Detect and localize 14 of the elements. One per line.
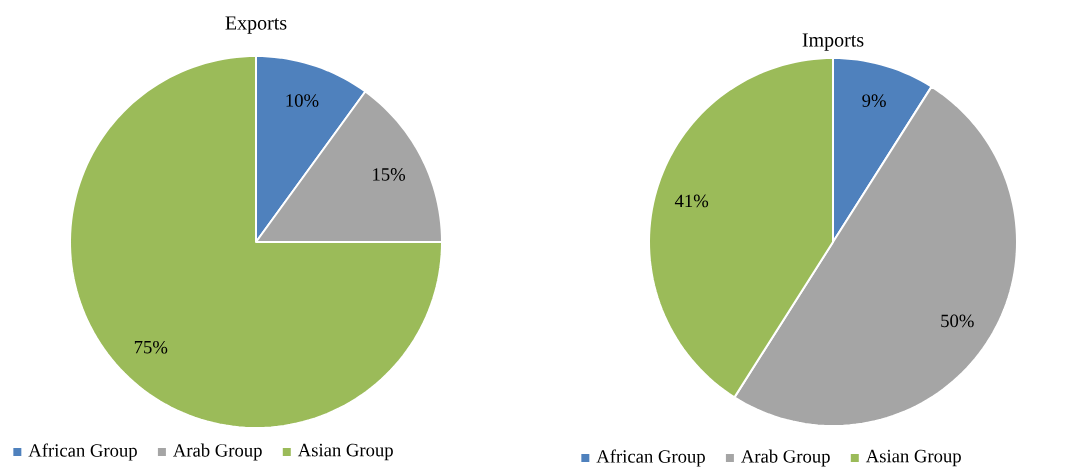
- data-label: 41%: [674, 194, 709, 208]
- data-label: 9%: [862, 94, 886, 107]
- legend-label: Arab Group: [741, 449, 830, 467]
- data-label: 10%: [286, 94, 319, 107]
- legend-label: African Group: [596, 449, 705, 467]
- chart-title: Exports: [225, 16, 287, 34]
- legend-label: Arab Group: [173, 443, 262, 461]
- data-label: 50%: [941, 314, 974, 328]
- data-label: 75%: [134, 340, 168, 354]
- legend-label: Asian Group: [865, 449, 961, 467]
- legend-label: Asian Group: [297, 443, 393, 461]
- data-label: 15%: [373, 168, 406, 181]
- chart-title: Imports: [802, 33, 864, 51]
- legend-label: African Group: [28, 443, 137, 461]
